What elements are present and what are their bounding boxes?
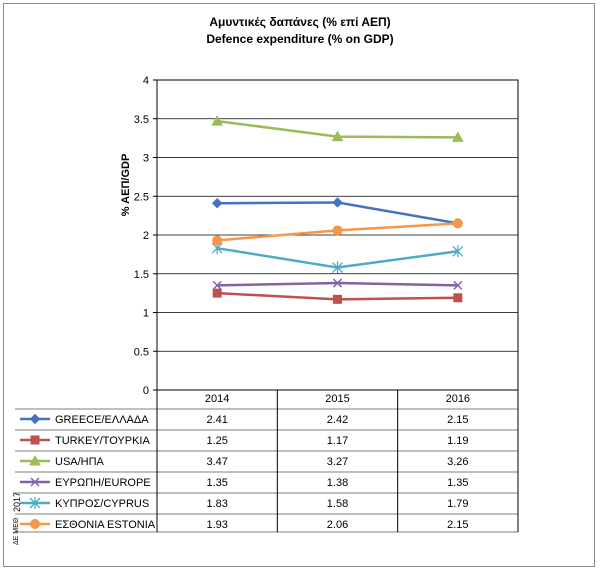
y-tick-label: 3 (143, 153, 149, 165)
data-label: 2.42 (327, 414, 348, 426)
data-point-marker (30, 477, 40, 487)
y-tick-label: 3.5 (134, 114, 149, 126)
data-point-marker (451, 131, 464, 142)
y-tick-label: 4 (143, 75, 149, 87)
data-label: 1.25 (206, 435, 227, 447)
legend-key (20, 477, 50, 487)
y-tick-label: 1 (143, 308, 149, 320)
data-point-marker (332, 278, 343, 288)
data-point-marker (29, 413, 41, 425)
data-label: 1.35 (447, 477, 468, 489)
chart-title: Αμυντικές δαπάνες (% επί ΑΕΠ) (209, 15, 391, 29)
legend-label: ΕΥΡΩΠΗ/EUROPE (55, 477, 151, 489)
data-label: 3.26 (447, 456, 468, 468)
legend-key (20, 435, 50, 445)
data-label: 2.15 (447, 414, 468, 426)
series-2 (211, 115, 464, 142)
data-point-marker (211, 115, 224, 126)
data-point-marker (452, 245, 464, 258)
x-tick-label: 2016 (446, 393, 470, 405)
data-point-marker (212, 280, 222, 290)
data-point-marker (332, 197, 343, 208)
data-label: 1.17 (327, 435, 348, 447)
x-tick-label: 2014 (205, 393, 229, 405)
data-point-marker (211, 198, 223, 209)
data-label: 1.79 (447, 498, 468, 510)
y-tick-label: 0.5 (134, 346, 149, 358)
data-label: 2.06 (327, 519, 348, 531)
y-axis-label: % ΑΕΠ/GDP (120, 154, 132, 217)
legend-label: TURKEY/ΤΟΥΡΚΙΑ (55, 435, 150, 447)
legend-key (20, 413, 50, 425)
data-point-marker (30, 435, 40, 445)
legend-key (20, 454, 50, 466)
data-label: 1.35 (206, 477, 227, 489)
data-label: 2.15 (447, 519, 468, 531)
marker-stroke (332, 278, 343, 288)
marker-stroke (30, 477, 40, 487)
y-tick-label: 0 (143, 385, 149, 397)
data-point-marker (212, 288, 222, 298)
series-1 (212, 288, 463, 304)
data-label: 3.47 (206, 456, 227, 468)
chart-subtitle: Defence expenditure (% on GDP) (206, 32, 394, 46)
data-label: 1.38 (327, 477, 348, 489)
side-note-author: ΔΕ ΜΕΘ (13, 517, 20, 545)
y-tick-label: 1.5 (134, 269, 149, 281)
legend-key (20, 519, 50, 529)
data-point-marker (30, 519, 40, 529)
side-note-year: 2017 (12, 491, 22, 512)
data-point-marker (333, 294, 342, 304)
data-point-marker (453, 293, 463, 303)
data-point-marker (212, 235, 223, 246)
legend-label: GREECE/ΕΛΛΑΔΑ (55, 414, 149, 426)
y-tick-label: 2 (143, 230, 149, 242)
y-tick-label: 2.5 (134, 191, 149, 203)
data-label: 2.41 (206, 414, 227, 426)
series-3 (212, 278, 463, 290)
data-point-marker (332, 261, 343, 274)
legend-label: USA/ΗΠΑ (55, 456, 105, 468)
data-point-marker (453, 280, 463, 290)
x-tick-label: 2015 (325, 393, 349, 405)
data-point-marker (29, 497, 41, 509)
marker-stroke (453, 280, 463, 290)
data-label: 1.93 (206, 519, 227, 531)
data-label: 3.27 (327, 456, 348, 468)
legend-label: ΕΣΘΟΝΙΑ ESTONIA (55, 519, 156, 531)
data-label: 1.58 (327, 498, 348, 510)
data-label: 1.83 (206, 498, 227, 510)
series-5 (212, 218, 463, 246)
data-point-marker (331, 130, 344, 142)
marker-stroke (212, 280, 222, 290)
data-point-marker (452, 218, 463, 229)
legend-label: ΚΥΠΡΟΣ/CYPRUS (55, 498, 149, 510)
data-point-marker (29, 454, 41, 466)
data-label: 1.19 (447, 435, 468, 447)
data-point-marker (332, 225, 343, 236)
legend-key (20, 497, 50, 509)
